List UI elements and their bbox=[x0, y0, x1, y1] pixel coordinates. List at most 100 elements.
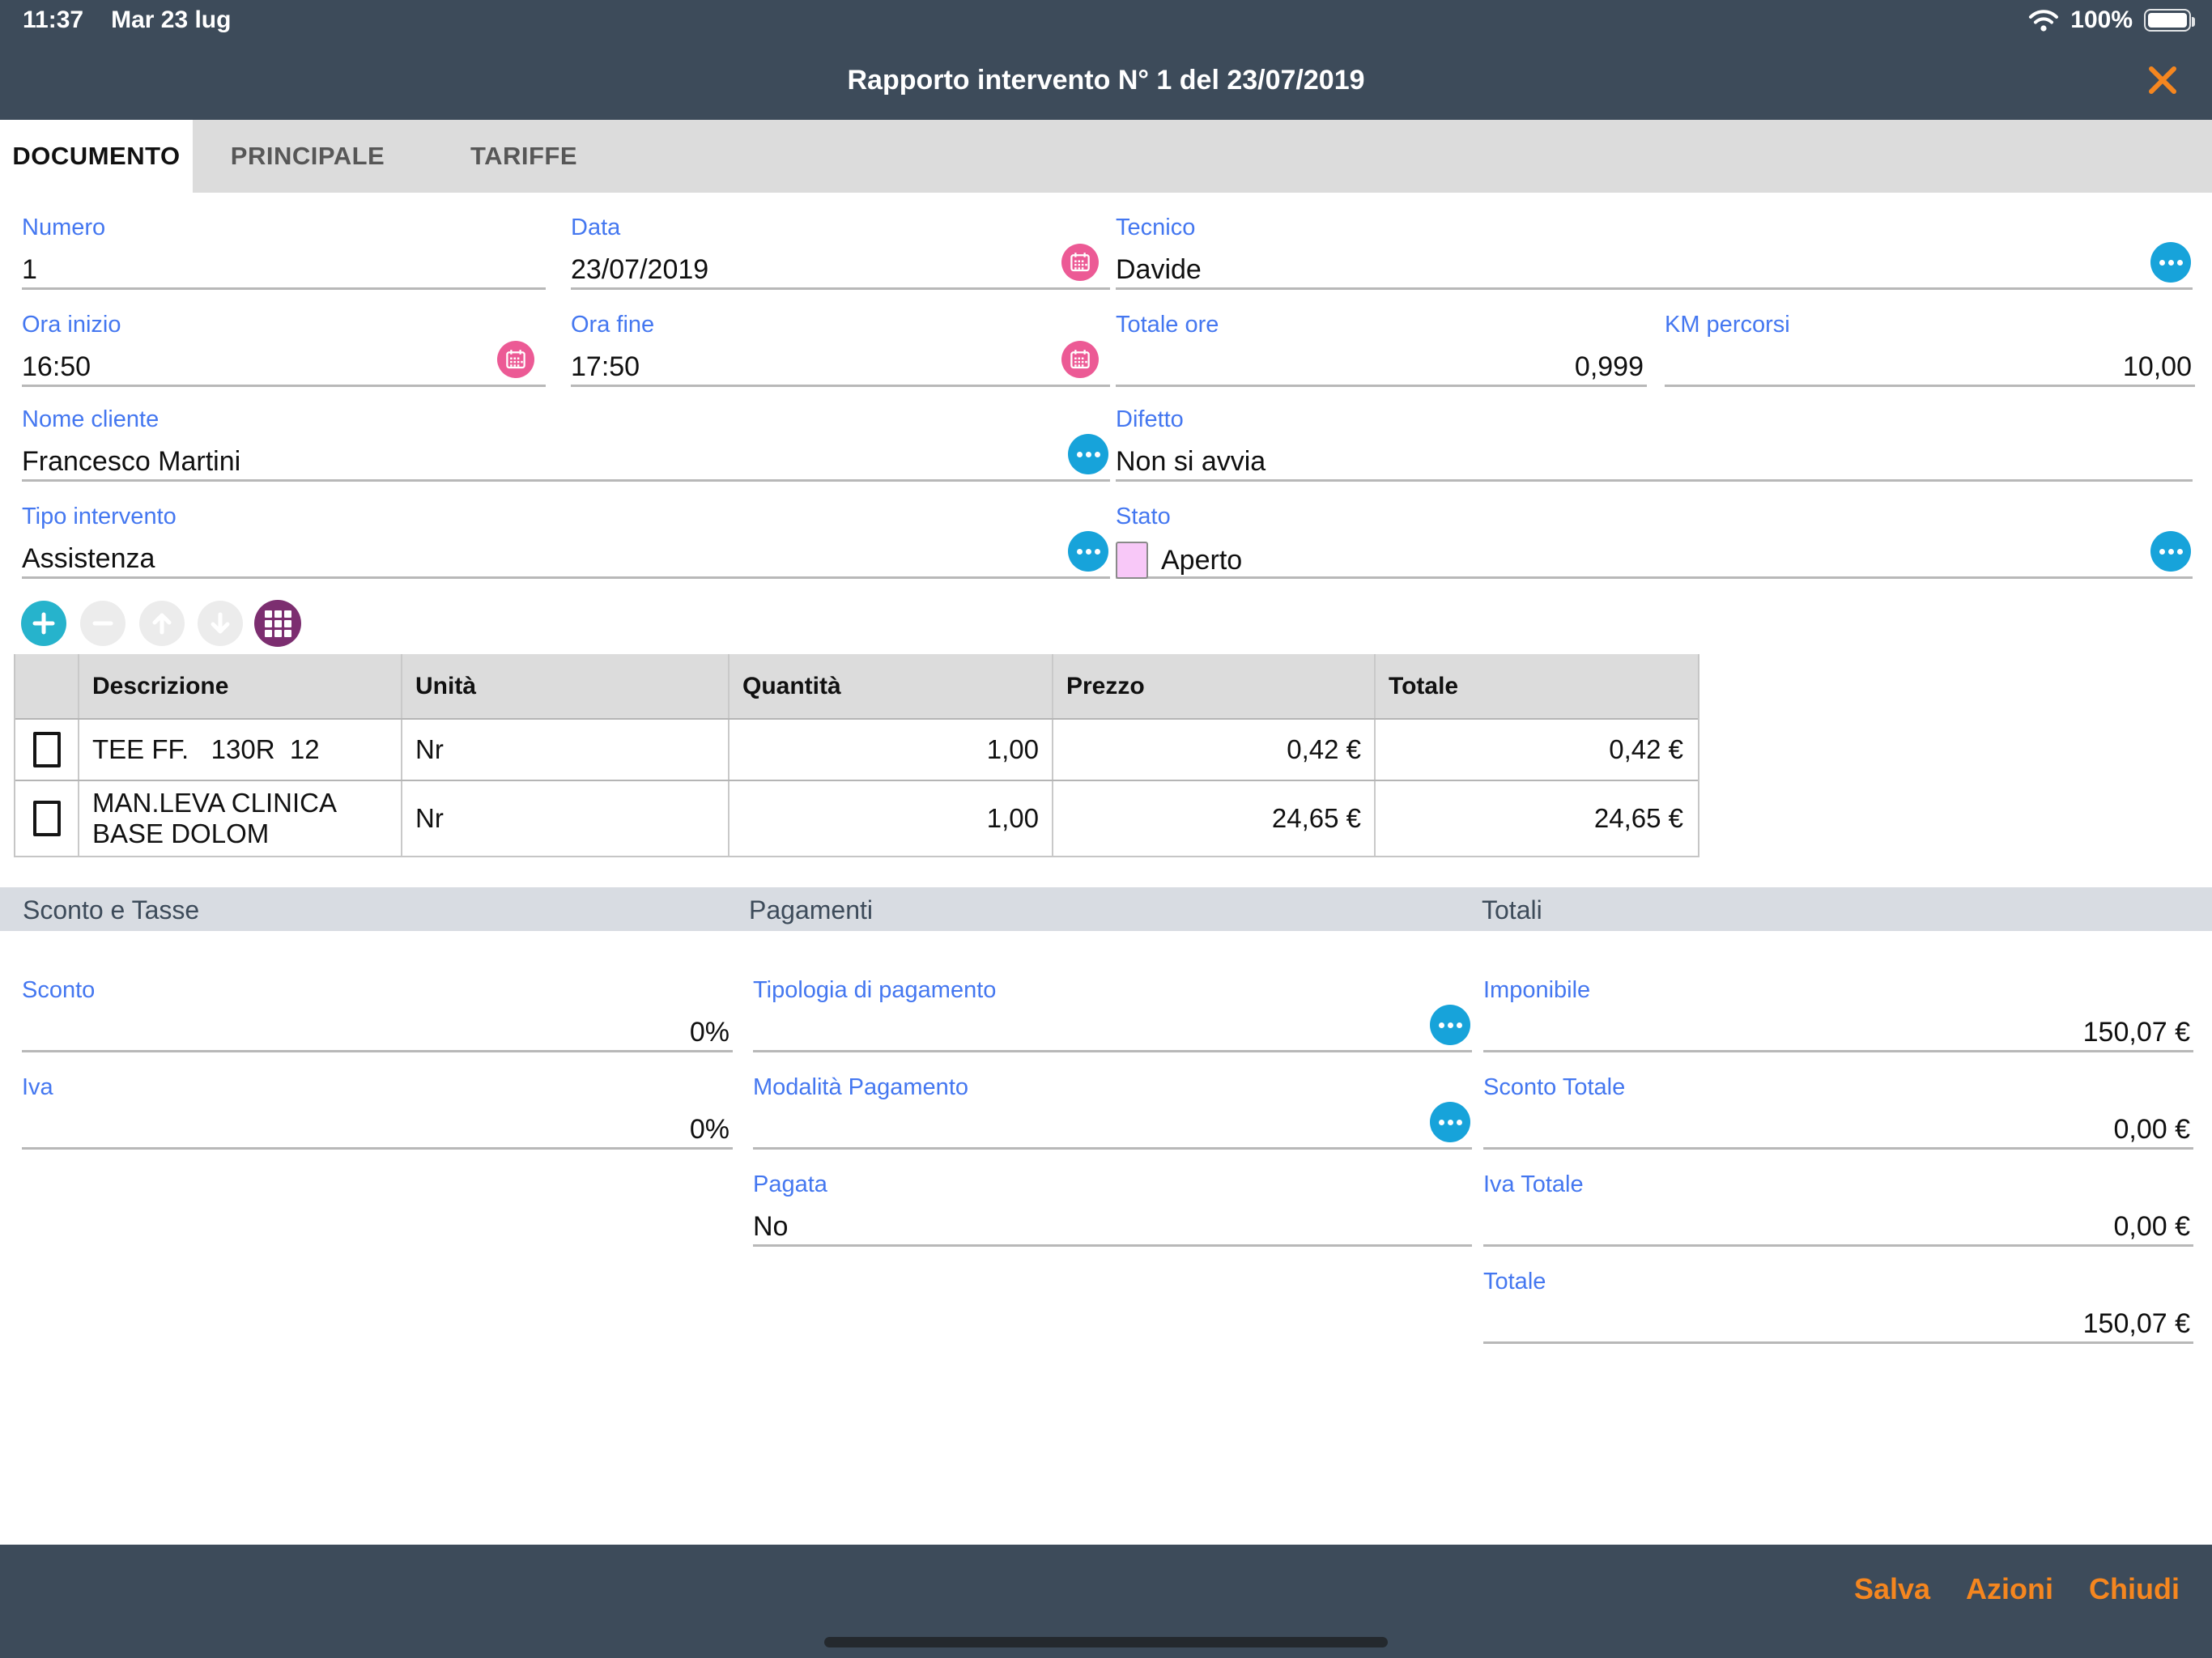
sconto-input[interactable]: 0% bbox=[689, 1017, 730, 1048]
tab-tariffe[interactable]: TARIFFE bbox=[423, 120, 625, 193]
ora-inizio-input[interactable]: 16:50 bbox=[22, 351, 91, 382]
items-table: Descrizione Unità Quantità Prezzo Totale… bbox=[14, 654, 1699, 857]
field-label: Imponibile bbox=[1483, 977, 1591, 1003]
data-input[interactable]: 23/07/2019 bbox=[571, 254, 709, 285]
time-picker-button[interactable] bbox=[497, 341, 534, 378]
remove-row-button[interactable] bbox=[80, 601, 125, 646]
field-label: Numero bbox=[22, 215, 106, 240]
tecnico-detail-button[interactable] bbox=[2150, 242, 2191, 283]
sconto-totale-value: 0,00 € bbox=[2113, 1114, 2190, 1145]
cell-quantita: 1,00 bbox=[728, 720, 1052, 780]
battery-icon bbox=[2144, 9, 2195, 32]
field-sconto: Sconto 0% bbox=[22, 978, 733, 1052]
field-ora-inizio: Ora inizio 16:50 bbox=[22, 312, 546, 387]
modalita-detail-button[interactable] bbox=[1430, 1102, 1470, 1142]
cell-descrizione: TEE FF. 130R 12 bbox=[78, 720, 401, 780]
tipo-intervento-input[interactable]: Assistenza bbox=[22, 543, 155, 574]
add-row-button[interactable] bbox=[21, 601, 66, 646]
iva-totale-value: 0,00 € bbox=[2113, 1211, 2190, 1242]
stato-input[interactable]: Aperto bbox=[1161, 544, 1243, 576]
field-difetto: Difetto Non si avvia bbox=[1116, 407, 2193, 482]
field-data: Data 23/07/2019 bbox=[571, 215, 1110, 290]
tab-label: DOCUMENTO bbox=[12, 142, 181, 170]
pagata-input[interactable]: No bbox=[753, 1211, 789, 1242]
grid-view-button[interactable] bbox=[254, 600, 301, 647]
salva-button[interactable]: Salva bbox=[1853, 1572, 1931, 1605]
row-checkbox[interactable] bbox=[32, 732, 61, 767]
field-label: Tipo intervento bbox=[22, 504, 177, 529]
field-label: Stato bbox=[1116, 504, 1171, 529]
row-checkbox[interactable] bbox=[32, 801, 61, 836]
section-title-sconto-tasse: Sconto e Tasse bbox=[23, 895, 200, 925]
bottom-toolbar: Salva Azioni Chiudi bbox=[0, 1545, 2212, 1658]
field-label: Iva Totale bbox=[1483, 1171, 1584, 1197]
tab-documento[interactable]: DOCUMENTO bbox=[0, 120, 193, 193]
cell-descrizione: MAN.LEVA CLINICA BASE DOLOM bbox=[78, 781, 401, 856]
field-tipo-intervento: Tipo intervento Assistenza bbox=[22, 504, 1110, 579]
cell-prezzo: 0,42 € bbox=[1052, 720, 1374, 780]
stato-detail-button[interactable] bbox=[2150, 531, 2191, 572]
field-label: Nome cliente bbox=[22, 406, 160, 432]
document-form: Numero 1 Data 23/07/2019 Tecnico Davide … bbox=[0, 193, 2212, 1545]
status-date: Mar 23 lug bbox=[111, 6, 232, 33]
move-up-button[interactable] bbox=[139, 601, 185, 646]
field-label: Pagata bbox=[753, 1171, 827, 1197]
field-label: Sconto bbox=[22, 977, 96, 1003]
field-iva-totale: Iva Totale 0,00 € bbox=[1483, 1172, 2193, 1247]
table-row[interactable]: MAN.LEVA CLINICA BASE DOLOM Nr 1,00 24,6… bbox=[15, 780, 1698, 856]
field-modalita-pagamento: Modalità Pagamento bbox=[753, 1075, 1472, 1150]
nome-cliente-input[interactable]: Francesco Martini bbox=[22, 446, 241, 477]
tab-bar: DOCUMENTO PRINCIPALE TARIFFE bbox=[0, 120, 2212, 193]
imponibile-value: 150,07 € bbox=[2082, 1017, 2190, 1048]
close-icon[interactable] bbox=[2144, 62, 2181, 99]
field-totale: Totale 150,07 € bbox=[1483, 1269, 2193, 1344]
field-numero: Numero 1 bbox=[22, 215, 546, 290]
home-indicator[interactable] bbox=[824, 1637, 1388, 1647]
field-label: Modalità Pagamento bbox=[753, 1074, 968, 1100]
status-bar: 11:37 Mar 23 lug 100% bbox=[0, 0, 2212, 40]
numero-input[interactable]: 1 bbox=[22, 254, 37, 285]
col-header-descrizione: Descrizione bbox=[78, 654, 401, 718]
field-label: Iva bbox=[22, 1074, 53, 1100]
totale-value: 150,07 € bbox=[2082, 1308, 2190, 1339]
cell-unita: Nr bbox=[401, 720, 728, 780]
cell-prezzo: 24,65 € bbox=[1052, 781, 1374, 856]
cell-quantita: 1,00 bbox=[728, 781, 1052, 856]
col-header-quantita: Quantità bbox=[728, 654, 1052, 718]
iva-input[interactable]: 0% bbox=[689, 1114, 730, 1145]
field-nome-cliente: Nome cliente Francesco Martini bbox=[22, 407, 1110, 482]
totale-ore-input[interactable]: 0,999 bbox=[1574, 351, 1644, 382]
tecnico-input[interactable]: Davide bbox=[1116, 254, 1202, 285]
wifi-icon bbox=[2029, 10, 2059, 32]
ora-fine-input[interactable]: 17:50 bbox=[571, 351, 640, 382]
nav-bar: Rapporto intervento N° 1 del 23/07/2019 bbox=[0, 40, 2212, 120]
tab-principale[interactable]: PRINCIPALE bbox=[193, 120, 423, 193]
col-header-totale: Totale bbox=[1374, 654, 1696, 718]
tipologia-detail-button[interactable] bbox=[1430, 1005, 1470, 1045]
tipo-intervento-detail-button[interactable] bbox=[1068, 531, 1108, 572]
field-label: Ora inizio bbox=[22, 312, 121, 338]
time-picker-button[interactable] bbox=[1061, 341, 1099, 378]
cliente-detail-button[interactable] bbox=[1068, 434, 1108, 474]
col-header-prezzo: Prezzo bbox=[1052, 654, 1374, 718]
field-label: Data bbox=[571, 215, 621, 240]
field-ora-fine: Ora fine 17:50 bbox=[571, 312, 1110, 387]
calendar-picker-button[interactable] bbox=[1061, 244, 1099, 281]
azioni-button[interactable]: Azioni bbox=[1966, 1572, 2054, 1605]
move-down-button[interactable] bbox=[198, 601, 243, 646]
field-pagata: Pagata No bbox=[753, 1172, 1472, 1247]
km-percorsi-input[interactable]: 10,00 bbox=[2122, 351, 2192, 382]
difetto-input[interactable]: Non si avvia bbox=[1116, 446, 1266, 477]
chiudi-button[interactable]: Chiudi bbox=[2089, 1572, 2180, 1605]
field-sconto-totale: Sconto Totale 0,00 € bbox=[1483, 1075, 2193, 1150]
field-stato: Stato Aperto bbox=[1116, 504, 2193, 579]
field-label: Tipologia di pagamento bbox=[753, 977, 997, 1003]
col-header-unita: Unità bbox=[401, 654, 728, 718]
page-title: Rapporto intervento N° 1 del 23/07/2019 bbox=[847, 64, 1365, 96]
table-header-row: Descrizione Unità Quantità Prezzo Totale bbox=[15, 654, 1698, 718]
table-row[interactable]: TEE FF. 130R 12 Nr 1,00 0,42 € 0,42 € bbox=[15, 718, 1698, 780]
field-label: Tecnico bbox=[1116, 215, 1196, 240]
field-label: Sconto Totale bbox=[1483, 1074, 1626, 1100]
cell-totale: 24,65 € bbox=[1374, 781, 1696, 856]
